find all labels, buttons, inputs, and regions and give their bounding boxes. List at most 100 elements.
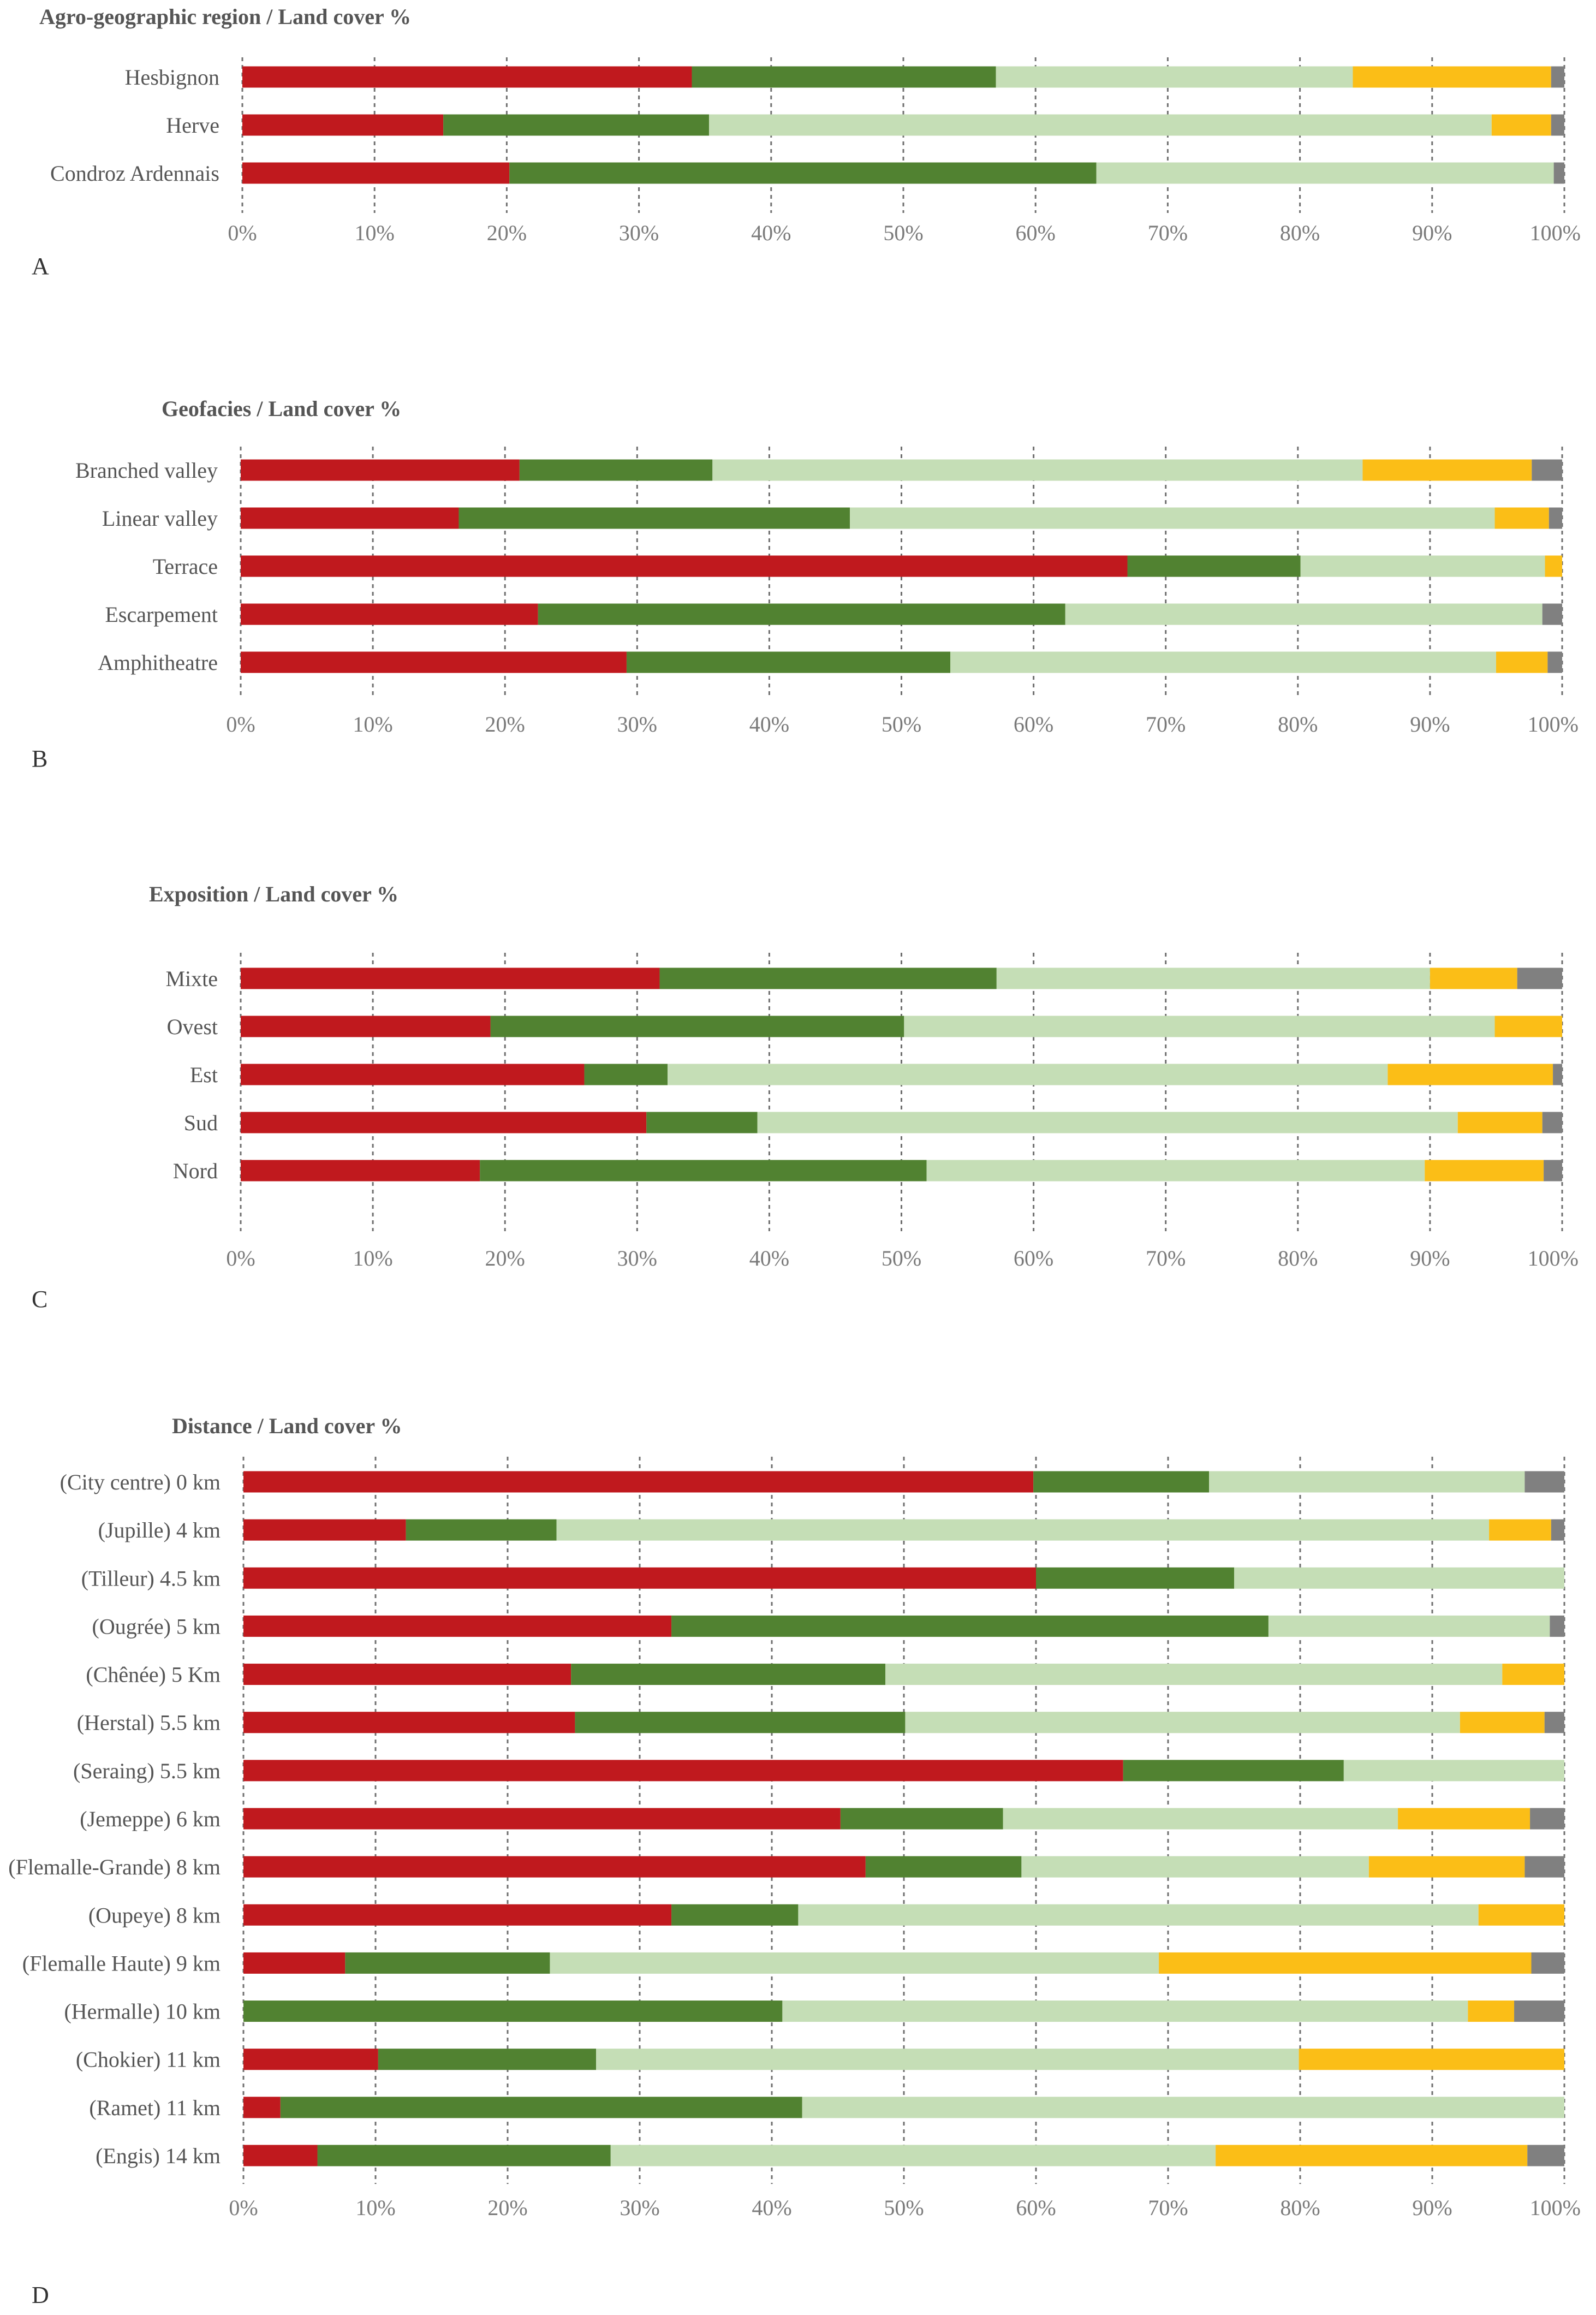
bar-segment-cropland — [1368, 1856, 1525, 1878]
bar-segment-built-up — [243, 1808, 841, 1830]
bar-segment-forest — [671, 1615, 1269, 1637]
x-tick-label: 10% — [355, 221, 395, 245]
x-tick-label: 10% — [355, 2195, 395, 2220]
bar-segment-grassland — [667, 1064, 1388, 1085]
category-label: Linear valley — [102, 506, 218, 531]
bar-segment-built-up — [243, 1664, 571, 1685]
bar-segment-built-up — [241, 1064, 585, 1085]
bar-segment-forest — [345, 1952, 550, 1974]
panel-a: Agro-geographic region / Land cover % He… — [32, 4, 1581, 280]
bar-segment-other — [1553, 1064, 1562, 1085]
bar-segment-grassland — [1065, 603, 1543, 625]
x-tick-label: 10% — [353, 712, 392, 737]
bar-segment-forest — [659, 967, 997, 989]
x-tick-label: 30% — [619, 221, 659, 245]
bar-segment-cropland — [1545, 555, 1562, 577]
category-label: (Herstal) 5.5 km — [77, 1711, 221, 1735]
x-tick-label: 60% — [1016, 221, 1056, 245]
x-tick-label: 30% — [617, 712, 657, 737]
bar-segment-forest — [378, 2049, 597, 2070]
bar-segment-built-up — [241, 459, 520, 481]
bar-segment-built-up — [243, 1712, 575, 1734]
bar-segment-forest — [1123, 1760, 1344, 1782]
category-label: Nord — [173, 1159, 218, 1183]
x-tick-label: 60% — [1014, 712, 1053, 737]
bar-segment-other — [1530, 1808, 1564, 1830]
bar-segment-forest — [571, 1664, 886, 1685]
x-tick-label: 10% — [353, 1246, 392, 1271]
x-tick-label: 20% — [485, 712, 525, 737]
x-tick-label: 100% — [1528, 1246, 1579, 1271]
x-tick-label: 70% — [1148, 221, 1188, 245]
bar-segment-other — [1531, 1952, 1564, 1974]
category-label: (Jemeppe) 6 km — [80, 1807, 221, 1831]
bar-segment-grassland — [885, 1664, 1503, 1685]
bar-segment-other — [1542, 1112, 1562, 1133]
bar-segment-built-up — [243, 1615, 672, 1637]
bar-segment-forest — [646, 1112, 758, 1133]
x-tick-label: 100% — [1530, 2195, 1581, 2220]
x-tick-label: 30% — [620, 2195, 659, 2220]
bar-segment-grassland — [596, 2049, 1299, 2070]
bar-segment-forest — [519, 459, 713, 481]
bar-segment-built-up — [243, 1952, 346, 1974]
bar-segment-other — [1551, 66, 1564, 88]
x-tick-label: 60% — [1014, 1246, 1053, 1271]
bar-segment-grassland — [1209, 1471, 1525, 1493]
category-label: Escarpement — [105, 602, 218, 627]
x-tick-label: 50% — [882, 712, 921, 737]
bar-segment-grassland — [1234, 1567, 1564, 1589]
bar-segment-other — [1514, 2001, 1564, 2022]
bar-segment-cropland — [1362, 459, 1532, 481]
panel-b-title: Geofacies / Land cover % — [162, 396, 401, 421]
bar-segment-built-up — [241, 1112, 647, 1133]
bar-segment-cropland — [1457, 1112, 1543, 1133]
bar-segment-grassland — [1343, 1760, 1564, 1782]
bar-segment-other — [1544, 1712, 1564, 1734]
x-tick-label: 80% — [1280, 221, 1320, 245]
panel-c-letter: C — [32, 1286, 47, 1313]
bar-segment-grassland — [610, 2145, 1216, 2166]
bar-segment-grassland — [556, 1519, 1490, 1541]
bar-segment-other — [1553, 162, 1564, 184]
x-tick-label: 20% — [485, 1246, 525, 1271]
x-tick-label: 80% — [1278, 1246, 1318, 1271]
x-tick-label: 100% — [1528, 712, 1579, 737]
bar-segment-other — [1549, 507, 1562, 529]
bar-segment-grassland — [757, 1112, 1458, 1133]
bar-segment-cropland — [1216, 2145, 1528, 2166]
bar-segment-forest — [1033, 1471, 1210, 1493]
category-label: (Engis) 14 km — [96, 2144, 221, 2168]
panel-b-bars — [241, 459, 1562, 673]
bar-segment-built-up — [242, 162, 510, 184]
bar-segment-grassland — [550, 1952, 1159, 1974]
x-tick-label: 30% — [617, 1246, 657, 1271]
x-tick-label: 20% — [487, 2195, 527, 2220]
category-label: (Ramet) 11 km — [89, 2096, 221, 2120]
panel-a-categories: Hesbignon Herve Condroz Ardennais — [50, 65, 219, 186]
bar-segment-built-up — [241, 1016, 491, 1037]
bar-segment-forest — [671, 1904, 799, 1926]
x-tick-label: 90% — [1410, 1246, 1450, 1271]
bar-segment-cropland — [1460, 1712, 1545, 1734]
x-tick-label: 70% — [1146, 712, 1186, 737]
category-label: Est — [190, 1062, 218, 1087]
category-label: (Flemalle Haute) 9 km — [22, 1951, 221, 1975]
panel-c-ticks: 0% 10% 20% 30% 40% 50% 60% 70% 80% 90% 100% — [226, 1246, 1579, 1271]
panel-c-title: Exposition / Land cover % — [149, 882, 398, 906]
bar-segment-built-up — [243, 1567, 1036, 1589]
bar-segment-grassland — [1096, 162, 1554, 184]
bar-segment-grassland — [950, 651, 1496, 673]
bar-segment-built-up — [241, 507, 459, 529]
bar-segment-cropland — [1299, 2049, 1564, 2070]
bar-segment-built-up — [241, 967, 660, 989]
bar-segment-forest — [280, 2097, 802, 2118]
bar-segment-forest — [490, 1016, 904, 1037]
bar-segment-cropland — [1496, 651, 1548, 673]
x-tick-label: 50% — [884, 2195, 924, 2220]
bar-segment-other — [1524, 1471, 1564, 1493]
category-label: Condroz Ardennais — [50, 161, 219, 186]
x-tick-label: 0% — [228, 221, 257, 245]
bar-segment-forest — [584, 1064, 668, 1085]
bar-segment-cropland — [1494, 1016, 1562, 1037]
